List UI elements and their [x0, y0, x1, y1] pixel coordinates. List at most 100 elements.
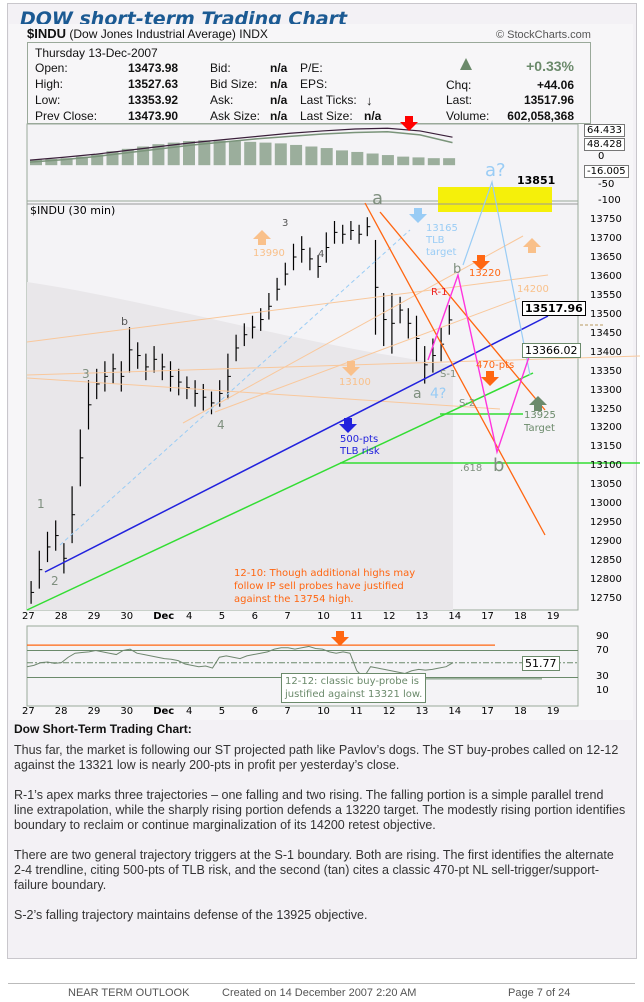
tan-down-arrow-icon	[342, 361, 360, 376]
symbol: $INDU	[27, 26, 67, 41]
quote-l1: High:	[35, 77, 64, 91]
wave-label-a-low: a	[413, 386, 422, 402]
rsi-x-tick-label: 7	[284, 706, 291, 717]
y-tick-label: 13100	[590, 460, 622, 472]
wave-label-b-big: b	[493, 455, 505, 476]
rsi-y-tick-label: 70	[596, 645, 609, 656]
histogram-bar	[290, 144, 303, 166]
x-tick-label: 18	[514, 611, 527, 622]
histogram-bar	[397, 156, 410, 166]
x-tick-label: 17	[481, 611, 494, 622]
exchange: INDX	[239, 27, 268, 41]
x-tick-label: Dec	[153, 611, 175, 622]
x-tick-label: 14	[448, 611, 462, 622]
footer-section: NEAR TERM OUTLOOK	[68, 987, 190, 999]
tan-trendline	[214, 297, 521, 413]
label-13100: 13100	[339, 377, 371, 388]
wave-label-3: 3	[82, 367, 90, 381]
upper-y-tick-label: -100	[598, 195, 621, 206]
histogram-bar	[427, 158, 440, 166]
quote-v3: n/a	[364, 109, 382, 123]
last-label: Last:	[446, 93, 473, 107]
commentary-heading: Dow Short-Term Trading Chart:	[14, 722, 192, 736]
x-tick-label: 19	[546, 611, 560, 622]
tan-up-arrow-icon	[523, 238, 541, 253]
label-13220: 13220	[469, 268, 501, 279]
blue-trendline	[44, 315, 549, 573]
y-tick-label: 12850	[590, 555, 622, 567]
note-12-12-line: justified against 13321 low.	[285, 689, 423, 700]
rsi-x-tick-label: 4	[186, 706, 193, 717]
histogram-bar	[381, 155, 394, 166]
orange-down-arrow-icon	[481, 371, 499, 386]
quote-v2: n/a	[270, 77, 288, 91]
upper-y-tick-label: -50	[598, 179, 615, 190]
y-tick-label: 13500	[590, 308, 622, 320]
target-value-label: 13851	[517, 174, 556, 187]
quote-l3: P/E:	[300, 61, 323, 75]
orange-channel-line	[379, 211, 546, 411]
chart-svg	[26, 116, 641, 707]
symbol-header: $INDU (Dow Jones Industrial Average) IND…	[27, 26, 268, 41]
y-tick-label: 13150	[590, 441, 622, 453]
label-500-pts: 500-pts	[340, 434, 379, 445]
wave-label-4: 4	[217, 418, 225, 432]
rsi-y-tick-label: 30	[596, 671, 609, 682]
histogram-bar	[45, 158, 58, 166]
y-tick-label: 12800	[590, 574, 622, 586]
note-12-10: 12-10: Though additional highs may	[234, 568, 416, 579]
quote-v1: 13473.98	[128, 61, 179, 75]
tlb-target-label: 13165	[426, 223, 458, 234]
stockcharts-credit: © StockCharts.com	[496, 29, 591, 41]
note-12-12-box: 12-12: classic buy-probe is justified aga…	[281, 673, 427, 703]
commentary: Dow Short-Term Trading Chart: Thus far, …	[14, 722, 626, 938]
y-tick-label: 13550	[590, 289, 622, 301]
histogram-bar	[305, 146, 318, 166]
quote-l1: Prev Close:	[35, 109, 98, 123]
histogram-bar	[274, 143, 287, 166]
x-tick-label: 11	[350, 611, 363, 622]
paragraph: S-2’s falling trajectory maintains defen…	[14, 908, 368, 922]
histogram-bar	[320, 148, 333, 166]
histogram-bar	[366, 153, 379, 166]
quote-v2: n/a	[270, 61, 288, 75]
y-tick-label: 13000	[590, 498, 622, 510]
quote-date: Thursday 13-Dec-2007	[35, 46, 158, 60]
histogram-bar	[91, 154, 104, 166]
label-13990: 13990	[253, 248, 285, 259]
y-tick-label: 12900	[590, 536, 622, 548]
signal-line	[29, 130, 453, 163]
paragraph: Thus far, the market is following our ST…	[14, 743, 619, 772]
note-12-10: follow IP sell probes have justified	[234, 581, 404, 592]
rsi-line	[26, 645, 454, 679]
x-tick-label: 13	[415, 611, 429, 622]
quote-v2: n/a	[270, 93, 288, 107]
quote-l2: Bid Size:	[210, 77, 258, 91]
label-target: Target	[524, 423, 555, 434]
y-tick-label: 13350	[590, 365, 622, 377]
tlb-target-label: TLB	[426, 235, 445, 246]
wave-label-b: b	[453, 262, 462, 277]
x-tick-label: 27	[22, 611, 35, 622]
red-down-arrow-icon	[400, 116, 418, 131]
blue-down-arrow-icon	[339, 418, 357, 433]
x-tick-label: 30	[120, 611, 134, 622]
green-up-arrow-icon	[529, 396, 547, 411]
chg-value: +44.06	[536, 78, 574, 92]
upper-value-box: -16.005	[584, 165, 629, 178]
rsi-x-tick-label: Dec	[153, 706, 175, 717]
indicator-line	[29, 127, 453, 161]
histogram-bar	[30, 159, 42, 166]
x-tick-label: 4	[186, 611, 193, 622]
quote-l2: Ask Size:	[210, 109, 261, 123]
orange-down-arrow-icon	[472, 255, 490, 270]
volume-value: 602,058,368	[507, 109, 574, 123]
wave-label-4-minor: 4	[318, 249, 325, 260]
quote-v2: n/a	[270, 109, 288, 123]
tlb-target-label: target	[426, 247, 457, 258]
y-tick-label: 12950	[590, 517, 622, 529]
shaded-region	[27, 282, 453, 610]
y-tick-label: 13200	[590, 422, 622, 434]
chg-label: Chq:	[446, 78, 472, 92]
x-tick-label: 12	[382, 611, 396, 622]
